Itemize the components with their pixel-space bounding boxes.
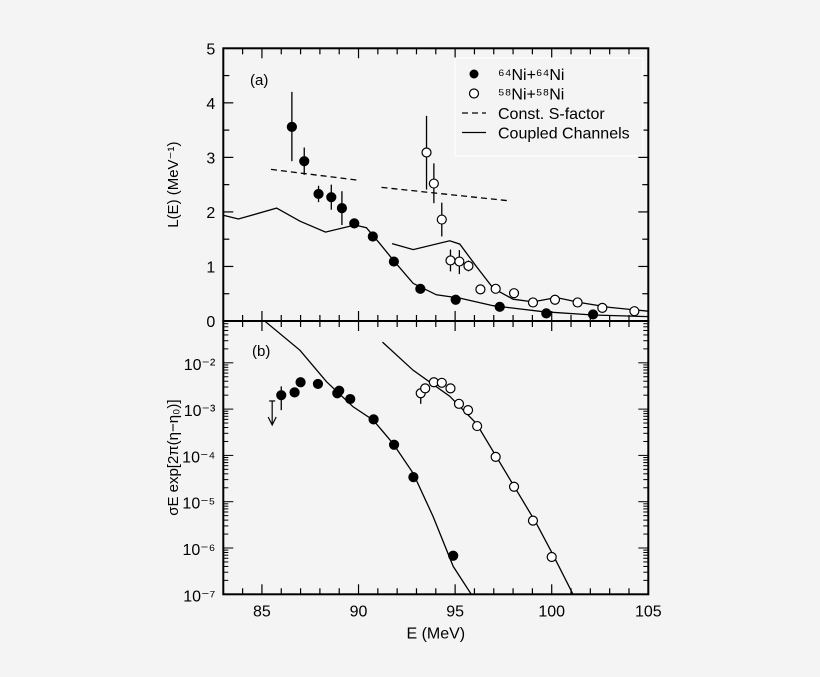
panel-a-ni64-point — [541, 308, 552, 319]
panel-b-ni58-point — [527, 515, 539, 526]
panel-a-ni58-point — [445, 255, 456, 266]
legend-entry-label: ⁶⁴Ni+⁶⁴Ni — [498, 67, 564, 84]
panel-b-ni58-point — [445, 383, 456, 394]
legend-box — [454, 57, 644, 157]
panel-a-y-tick-label: 5 — [206, 41, 215, 58]
panel-a-ni64-point — [415, 283, 426, 294]
panel-a-ni64-point — [388, 256, 399, 267]
legend-entry-label: Coupled Channels — [498, 126, 630, 143]
panel-a-ni58-point — [629, 306, 640, 317]
legend-entry-label: ⁵⁸Ni+⁵⁸Ni — [498, 87, 564, 104]
panel-b-y-tick-label: 10⁻⁶ — [182, 542, 215, 559]
panel-a-y-tick-label: 1 — [206, 259, 215, 276]
panel-a-coupled-channels-line — [223, 207, 649, 318]
x-tick-label: 95 — [446, 603, 464, 620]
panel-a-ni64-point — [349, 218, 360, 229]
panel-a-ni58-point — [508, 288, 520, 299]
panel-a-ni58-point — [549, 294, 561, 305]
panel-b-ni64-point — [295, 377, 306, 388]
panel-a-coupled-channels-line — [391, 240, 649, 312]
panel-b-ni58-point — [436, 377, 447, 388]
panel-b-ni64-point — [334, 385, 345, 396]
panel-b-ni64-point — [408, 471, 419, 483]
panel-b-ni58-point — [508, 481, 520, 492]
panel-a-ni58-point — [527, 297, 539, 308]
panel-b-ni64-point — [345, 393, 356, 405]
panel-a-y-tick-label: 2 — [206, 205, 215, 222]
panel-a-ni58-point — [463, 260, 474, 272]
panel-a-const-s-factor-line — [381, 186, 511, 202]
panel-b-y-axis-label: σE exp[2π(η−η₀)] — [165, 399, 182, 515]
panel-a-y-tick-label: 3 — [206, 150, 215, 167]
panel-a-ni64-point — [367, 231, 378, 242]
panel-a-ni64-point — [286, 121, 297, 132]
panel-b-y-tick-label: 10⁻³ — [184, 403, 216, 420]
panel-a-y-tick-label: 4 — [206, 96, 215, 113]
panel-b-ni58-point — [462, 405, 474, 416]
panel-b-ni64-point — [368, 414, 379, 425]
panel-a-const-s-factor-line — [270, 168, 359, 181]
panel-b-y-tick-label: 10⁻² — [184, 357, 216, 374]
panel-b-ni64-point — [312, 378, 324, 390]
panel-b-ni64-point — [388, 439, 400, 450]
x-tick-label: 105 — [635, 603, 662, 620]
panel-b-coupled-channels-line — [264, 321, 472, 595]
panel-b-ni58-point — [420, 383, 431, 394]
panel-b-ni58-point — [546, 551, 557, 563]
panel-b-ni64-point — [448, 550, 459, 561]
panel-a-ni64-point — [313, 188, 324, 200]
panel-a-ni58-point — [597, 302, 608, 314]
panel-a-ni58-point — [421, 147, 432, 158]
panel-b-ni58-point — [453, 398, 465, 409]
legend-filled-circle-icon — [469, 69, 479, 79]
panel-a-ni58-point — [475, 284, 486, 295]
panel-a-ni58-point — [572, 297, 583, 308]
panel-a-ni58-point — [490, 283, 501, 294]
panel-b-ni64-point — [289, 387, 300, 398]
panel-a-ni64-point — [494, 301, 505, 312]
panel-b-y-tick-label: 10⁻⁴ — [182, 449, 215, 466]
panel-b-coupled-channels-line — [382, 341, 574, 595]
panel-a-ni58-point — [436, 214, 447, 225]
panel-a-ni58-point — [454, 256, 465, 267]
panel-a-ni64-point — [336, 203, 348, 214]
panel-b-ni58-point — [472, 420, 483, 432]
panel-a-plot-area — [223, 91, 649, 320]
panel-a-ni58-point — [428, 178, 439, 189]
panel-a-ni64-point — [450, 294, 461, 305]
panel-b-ni64-point — [276, 390, 287, 401]
panel-b-ni58-point — [490, 451, 501, 462]
panel-b-upper-limit-arrow-icon — [267, 416, 277, 427]
panel-a-label: (a) — [250, 72, 268, 89]
legend-open-circle-icon — [468, 88, 480, 99]
panel-b-y-tick-label: 10⁻⁷ — [183, 588, 215, 605]
panel-b-frame — [222, 320, 650, 596]
panel-a-ni64-point — [587, 309, 599, 320]
x-tick-label: 85 — [253, 603, 271, 620]
panel-b-label: (b) — [252, 343, 270, 360]
panel-a-y-tick-label: 0 — [206, 314, 215, 331]
legend: ⁶⁴Ni+⁶⁴Ni ⁵⁸Ni+⁵⁸Ni Const. S-factor Coupled… — [454, 57, 644, 157]
legend-entry-label: Const. S-factor — [498, 106, 605, 123]
panel-b-plot-area — [264, 321, 574, 595]
x-tick-label: 90 — [350, 603, 368, 620]
panel-a-ni64-point — [299, 156, 310, 167]
panel-a-y-axis-label: L(E) (MeV⁻¹) — [165, 142, 182, 228]
panel-a-ni64-point — [326, 192, 337, 203]
panel-b-y-tick-label: 10⁻⁵ — [182, 496, 215, 513]
x-axis-label: E (MeV) — [406, 625, 465, 642]
x-tick-label: 100 — [538, 603, 565, 620]
